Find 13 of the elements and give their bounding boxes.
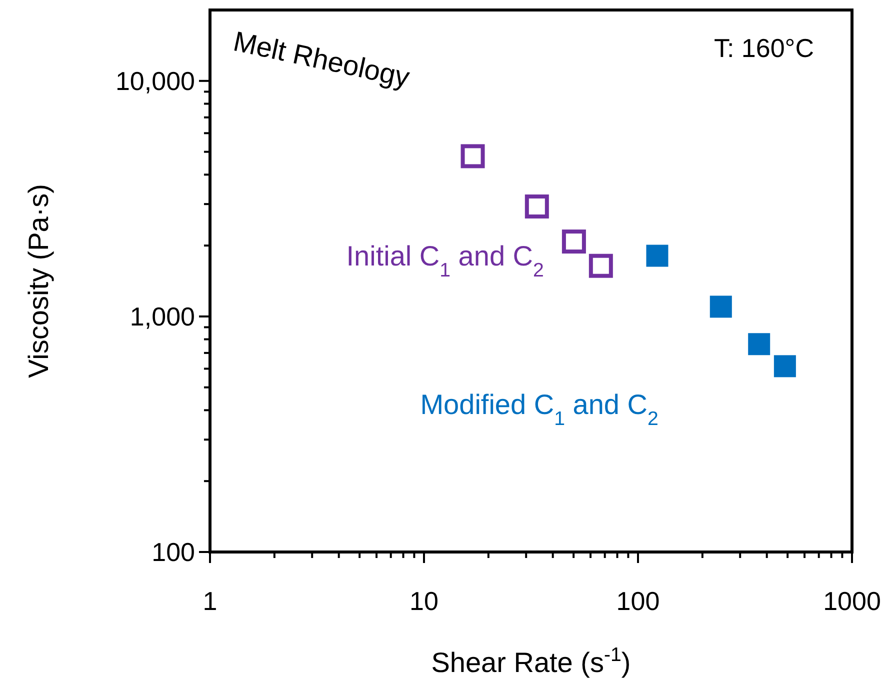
y-axis-title: Viscosity (Pa·s) xyxy=(23,184,54,378)
series-label: Initial C$_{1}$ and C$_{2}$ xyxy=(346,240,544,282)
x-axis-title: Shear Rate (s$^{-1}$) xyxy=(431,644,631,678)
annotation: Melt Rheology xyxy=(230,26,412,94)
x-tick-label: 1 xyxy=(202,586,218,616)
x-tick-label: 10 xyxy=(410,586,438,616)
y-tick-label: 1,000 xyxy=(130,302,195,332)
x-tick-label: 100 xyxy=(616,586,660,616)
text: Modified C$_{1}$ and C$_{2}$ xyxy=(420,389,658,430)
annotation: T: 160°C xyxy=(714,33,814,63)
y-tick-label: 100 xyxy=(152,537,195,568)
x-tick-label: 1000 xyxy=(823,586,881,616)
y-tick-label: 10,000 xyxy=(115,66,195,96)
